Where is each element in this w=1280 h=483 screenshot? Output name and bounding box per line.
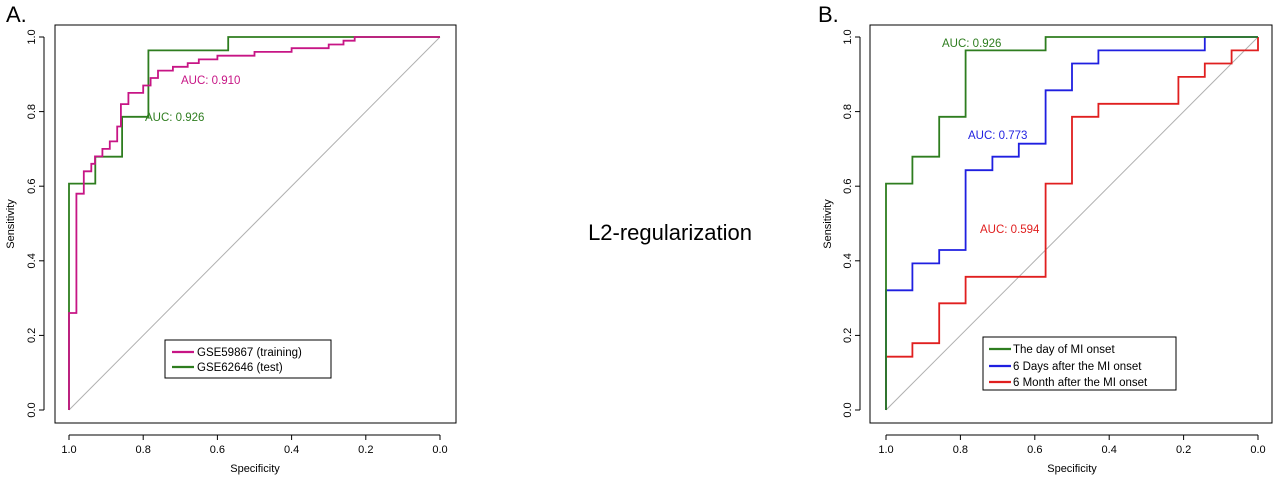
y-tick-label: 1.0 bbox=[26, 29, 38, 44]
auc-label-6month: AUC: 0.594 bbox=[980, 224, 1040, 236]
ticks-layer: 1.0 0.8 0.6 0.4 0.2 0.0 0.0 0.2 0.4 0.6 0.8 1.0 bbox=[842, 29, 1266, 456]
plot-frame bbox=[869, 24, 1273, 424]
y-axis-title: Sensitivity bbox=[822, 199, 834, 249]
panel-label: A. bbox=[6, 2, 27, 27]
legend-label-day: The day of MI onset bbox=[1013, 344, 1115, 356]
legend-box bbox=[164, 339, 332, 379]
reference-diagonal bbox=[68, 36, 441, 411]
x-tick-label: 0.2 bbox=[1176, 444, 1191, 456]
x-axis-title: Specificity bbox=[1047, 463, 1097, 475]
series-layer bbox=[68, 36, 440, 410]
x-tick-label: 0.4 bbox=[284, 444, 299, 456]
y-tick-label: 0.6 bbox=[26, 179, 38, 194]
y-tick-label: 0.8 bbox=[26, 104, 38, 119]
series-layer bbox=[885, 36, 1259, 410]
plot-frame bbox=[54, 24, 457, 424]
roc-curve-6-days-after-the-mi-onset bbox=[885, 36, 1258, 410]
x-tick-label: 0.4 bbox=[1102, 444, 1117, 456]
x-tick-label: 1.0 bbox=[878, 444, 893, 456]
y-tick-label: 0.0 bbox=[842, 402, 854, 417]
x-tick-label: 0.6 bbox=[210, 444, 225, 456]
roc-curve-gse59867-training bbox=[68, 36, 440, 410]
auc-label-training: AUC: 0.910 bbox=[181, 75, 240, 87]
y-axis-title: Sensitivity bbox=[5, 199, 17, 249]
y-tick-label: 0.4 bbox=[26, 253, 38, 268]
legend-label-training: GSE59867 (training) bbox=[197, 347, 302, 359]
roc-panel-b: B. 1.0 0.8 0.6 0.4 0.2 0.0 0.0 0.2 0.4 0.6 0.81.0 … bbox=[818, 2, 1273, 475]
y-tick-label: 0.4 bbox=[842, 253, 854, 268]
x-tick-label: 0.8 bbox=[136, 444, 151, 456]
y-tick-label: 0.8 bbox=[842, 104, 854, 119]
roc-panel-a: A. 1.0 0.8 0.6 0.4 0.2 0.0 0.0 0.2 0.4 0.6 0.81.0 … bbox=[5, 2, 457, 475]
center-title: L2-regularization bbox=[588, 220, 752, 245]
x-axis-title: Specificity bbox=[230, 463, 280, 475]
y-tick-label: 0.2 bbox=[842, 328, 854, 343]
legend: The day of MI onset 6 Days after the MI … bbox=[982, 336, 1177, 391]
legend: GSE59867 (training) GSE62646 (test) bbox=[164, 339, 332, 379]
y-tick-label: 0.0 bbox=[26, 402, 38, 417]
auc-label-6days: AUC: 0.773 bbox=[968, 130, 1027, 142]
reference-diagonal bbox=[885, 36, 1259, 411]
legend-label-test: GSE62646 (test) bbox=[197, 362, 283, 374]
x-tick-label: 0.8 bbox=[953, 444, 968, 456]
roc-curve-gse62646-test bbox=[68, 36, 440, 410]
auc-label-test: AUC: 0.926 bbox=[145, 112, 204, 124]
roc-curve-6-month-after-the-mi-onset bbox=[885, 37, 1259, 410]
y-tick-label: 1.0 bbox=[842, 29, 854, 44]
x-tick-label: 0.6 bbox=[1027, 444, 1042, 456]
legend-box bbox=[982, 336, 1177, 391]
x-tick-label: 1.0 bbox=[61, 444, 76, 456]
x-tick-label: 0.0 bbox=[1250, 444, 1265, 456]
panel-label: B. bbox=[818, 2, 839, 27]
ticks-layer: 1.0 0.8 0.6 0.4 0.2 0.0 0.0 0.2 0.4 0.6 0.8 1.0 bbox=[26, 29, 448, 456]
roc-curve-the-day-of-mi-onset bbox=[885, 36, 1258, 410]
auc-label-day: AUC: 0.926 bbox=[942, 38, 1001, 50]
y-tick-label: 0.6 bbox=[842, 179, 854, 194]
y-tick-label: 0.2 bbox=[26, 328, 38, 343]
legend-label-6days: 6 Days after the MI onset bbox=[1013, 361, 1142, 373]
legend-label-6month: 6 Month after the MI onset bbox=[1013, 377, 1148, 389]
x-tick-label: 0.2 bbox=[358, 444, 373, 456]
x-tick-label: 0.0 bbox=[432, 444, 447, 456]
